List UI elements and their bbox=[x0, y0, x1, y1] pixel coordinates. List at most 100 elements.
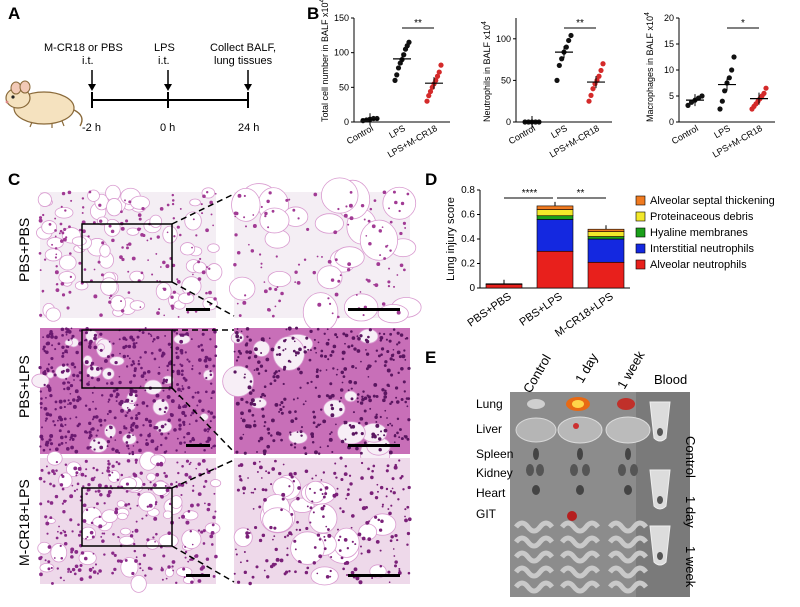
organ-label-liver: Liver bbox=[476, 422, 503, 436]
y-axis-label: Macrophages in BALF x104 bbox=[644, 12, 655, 122]
y-tick-label: 0.6 bbox=[461, 210, 475, 221]
significance-label: ** bbox=[577, 188, 585, 199]
data-point bbox=[559, 56, 565, 62]
data-point bbox=[588, 92, 594, 98]
y-axis-label: Lung injury score bbox=[445, 197, 457, 281]
data-point bbox=[392, 77, 398, 83]
data-point bbox=[424, 98, 430, 104]
data-point bbox=[699, 93, 705, 99]
y-tick-label: 0.2 bbox=[461, 259, 475, 270]
timeline-t1: -2 h bbox=[82, 122, 101, 134]
data-point bbox=[598, 67, 604, 74]
significance-label: * bbox=[741, 18, 745, 29]
y-tick-label: 100 bbox=[496, 34, 511, 44]
legend-label: Alveolar neutrophils bbox=[650, 259, 747, 271]
organ-label-heart: Heart bbox=[476, 486, 506, 500]
blood-row-control: Control bbox=[683, 436, 698, 478]
blood-row-1week: 1 week bbox=[683, 546, 698, 588]
dotplot-macrophages: 0 5 10 15 20 Macrophages in BALF x104 Control L… bbox=[644, 12, 775, 160]
y-tick-label: 5 bbox=[669, 91, 674, 101]
category-label: LPS bbox=[712, 123, 732, 140]
y-tick-label: 0.8 bbox=[461, 185, 475, 196]
timeline-step1-label: M-CR18 or PBS bbox=[44, 42, 123, 54]
dotplot-total-cells: 0 50 100 150 Total cell number in BALF x104 C… bbox=[319, 0, 450, 160]
significance-label: ** bbox=[576, 18, 584, 29]
blood-row-1day: 1 day bbox=[683, 496, 698, 528]
data-point bbox=[406, 39, 412, 45]
organ-label-kidney: Kidney bbox=[476, 466, 513, 480]
data-point bbox=[556, 62, 562, 69]
organ-label-lung: Lung bbox=[476, 397, 503, 411]
timeline-axis bbox=[88, 70, 252, 108]
category-label: LPS bbox=[387, 123, 407, 140]
histology-zoom-pbs-pbs bbox=[228, 177, 422, 333]
data-point bbox=[434, 73, 441, 79]
y-tick-label: 50 bbox=[339, 82, 349, 92]
y-tick-label: 15 bbox=[664, 39, 674, 49]
organ-label-spleen: Spleen bbox=[476, 447, 514, 461]
y-tick-label: 0.4 bbox=[461, 234, 475, 245]
mouse-icon bbox=[5, 80, 83, 128]
panel-label-e: E bbox=[425, 348, 437, 367]
data-point bbox=[563, 44, 569, 50]
y-tick-label: 10 bbox=[664, 65, 674, 75]
timeline-step3-sublabel: lung tissues bbox=[214, 55, 273, 67]
bar-segment bbox=[536, 209, 574, 217]
imaging-col-control: Control bbox=[520, 351, 554, 396]
data-point bbox=[586, 98, 592, 104]
category-label: Control bbox=[670, 123, 700, 146]
histology-zoom-mcr18-lps bbox=[233, 456, 412, 586]
category-label: LPS bbox=[549, 123, 569, 140]
histology-overview-pbs-pbs bbox=[36, 184, 223, 322]
data-point bbox=[436, 69, 442, 75]
dotplot-neutrophils: 0 50 100 Neutrophils in BALF x104 Control LPS… bbox=[481, 18, 612, 160]
bar-segment bbox=[536, 205, 574, 210]
bar-segment bbox=[485, 284, 523, 289]
timeline-t3: 24 h bbox=[238, 122, 260, 134]
imaging-col-1day: 1 day bbox=[572, 350, 601, 386]
bar-segment bbox=[587, 238, 625, 263]
data-point bbox=[566, 37, 572, 44]
category-label: Control bbox=[345, 123, 375, 146]
legend-swatch bbox=[635, 259, 646, 270]
legend-label: Interstitial neutrophils bbox=[650, 243, 754, 255]
imaging-col-blood: Blood bbox=[654, 372, 688, 387]
significance-label: **** bbox=[522, 188, 538, 199]
panel-label-b: B bbox=[307, 4, 320, 23]
histology-overview-pbs-lps bbox=[31, 327, 218, 456]
data-point bbox=[731, 54, 737, 60]
data-point bbox=[395, 65, 402, 71]
category-label: PBS+PBS bbox=[466, 291, 514, 330]
data-point bbox=[596, 73, 602, 79]
data-point bbox=[726, 75, 732, 81]
histology-row-label-2: PBS+LPS bbox=[16, 355, 32, 418]
data-point bbox=[722, 88, 728, 94]
category-label: PBS+LPS bbox=[518, 291, 565, 329]
y-tick-label: 0 bbox=[344, 117, 349, 127]
significance-label: ** bbox=[414, 18, 422, 29]
y-tick-label: 0 bbox=[469, 283, 475, 294]
timeline-step1-route: i.t. bbox=[82, 55, 94, 67]
histology-zoom-pbs-lps bbox=[222, 326, 411, 470]
data-point bbox=[729, 67, 735, 73]
histology-row-label-3: M-CR18+LPS bbox=[16, 479, 32, 566]
histology-overview-mcr18-lps bbox=[37, 451, 222, 593]
y-tick-label: 150 bbox=[334, 13, 349, 23]
bar-segment bbox=[536, 215, 574, 220]
data-point bbox=[568, 32, 574, 39]
data-point bbox=[761, 90, 767, 96]
timeline-step2-label: LPS bbox=[154, 42, 175, 54]
data-point bbox=[590, 86, 596, 92]
data-point bbox=[719, 98, 725, 104]
data-point bbox=[374, 115, 380, 122]
panel-label-d: D bbox=[425, 170, 438, 189]
y-tick-label: 0 bbox=[669, 117, 674, 127]
timeline-step2-route: i.t. bbox=[158, 55, 170, 67]
data-point bbox=[394, 72, 400, 78]
panel-label-c: C bbox=[8, 170, 21, 189]
legend-swatch bbox=[635, 195, 646, 206]
legend-swatch bbox=[635, 211, 646, 222]
legend-swatch bbox=[635, 227, 646, 238]
timeline-t2: 0 h bbox=[160, 122, 176, 134]
bar-segment bbox=[587, 228, 625, 232]
